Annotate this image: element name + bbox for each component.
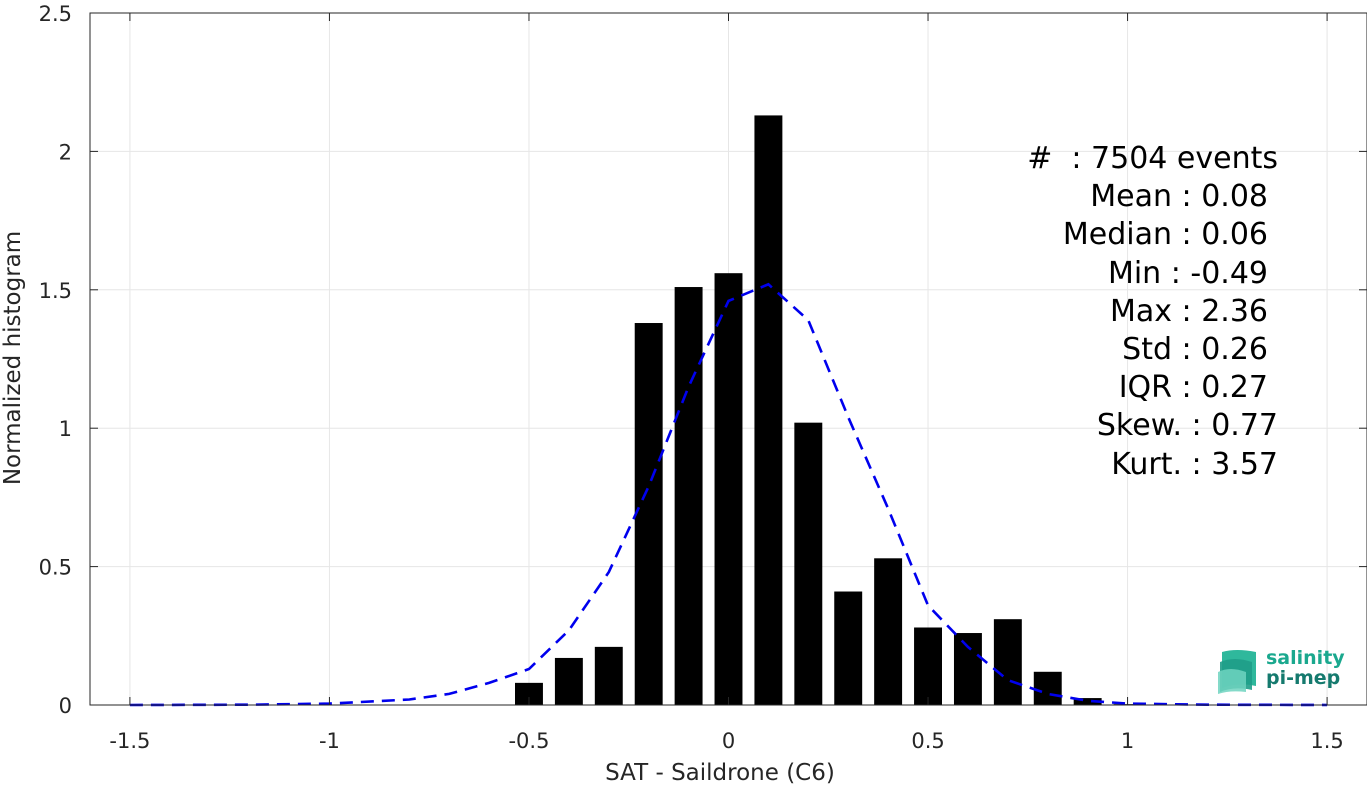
logo-line-1: salinity: [1266, 647, 1345, 669]
histogram-bar: [794, 422, 823, 705]
histogram-bar: [674, 287, 703, 705]
gaussian-fit-line: [129, 282, 1328, 707]
histogram-bar: [714, 273, 743, 705]
y-tick-label: 2.5: [39, 2, 72, 26]
stat-std: Std : 0.26: [1122, 332, 1268, 368]
y-tick-label: 1: [59, 417, 72, 441]
stat-iqr: IQR : 0.27: [1118, 370, 1268, 406]
stat-mean: Mean : 0.08: [1090, 179, 1268, 215]
bars-group: [515, 115, 1142, 705]
histogram-bar: [914, 627, 942, 705]
y-tick-label: 0.5: [39, 556, 72, 580]
y-tick-label: 0: [59, 694, 72, 718]
x-tick-label: 0: [722, 729, 735, 753]
histogram-bar: [1033, 671, 1062, 705]
stat-max: Max : 2.36: [1110, 293, 1268, 329]
y-tick-label: 2: [59, 140, 72, 164]
stat-median: Median : 0.06: [1062, 217, 1268, 253]
logo-line-2: pi-mep: [1266, 667, 1341, 689]
ticks-group: -1.5 -1 -0.5 0 0.5 1 1.5 0 0.5 1 1.5 2 2.5: [39, 2, 1367, 753]
x-tick-label: -0.5: [508, 729, 549, 753]
y-axis-label: Normalized histogram: [0, 231, 26, 485]
statistics-box: # : 7504 events Mean : 0.08 Median : 0.0…: [1000, 140, 1278, 484]
histogram-bar: [754, 115, 783, 705]
stat-skew: Skew. : 0.77: [1096, 408, 1278, 444]
histogram-bar: [874, 558, 903, 705]
histogram-bar: [554, 657, 583, 705]
stat-kurt: Kurt. : 3.57: [1111, 446, 1278, 482]
x-tick-label: -1.5: [109, 729, 150, 753]
stat-min: Min : -0.49: [1107, 255, 1268, 291]
histogram-bar: [634, 323, 663, 705]
x-axis-label: SAT - Saildrone (C6): [605, 760, 835, 785]
histogram-bar: [953, 633, 982, 705]
histogram-bar: [515, 682, 543, 705]
salinity-pi-mep-logo: salinity pi-mep: [1216, 646, 1346, 696]
logo-text: salinity pi-mep: [1266, 648, 1345, 688]
stat-count: # : 7504 events: [1027, 141, 1278, 176]
logo-waves-icon: [1218, 650, 1256, 694]
histogram-bar: [834, 591, 863, 705]
x-tick-label: 1.5: [1310, 729, 1343, 753]
histogram-bar: [1073, 698, 1102, 705]
histogram-bar: [993, 619, 1022, 705]
histogram-bar: [594, 646, 623, 705]
x-tick-label: 0.5: [911, 729, 944, 753]
x-tick-label: 1: [1121, 729, 1134, 753]
x-tick-label: -1: [319, 729, 340, 753]
y-tick-label: 1.5: [39, 279, 72, 303]
